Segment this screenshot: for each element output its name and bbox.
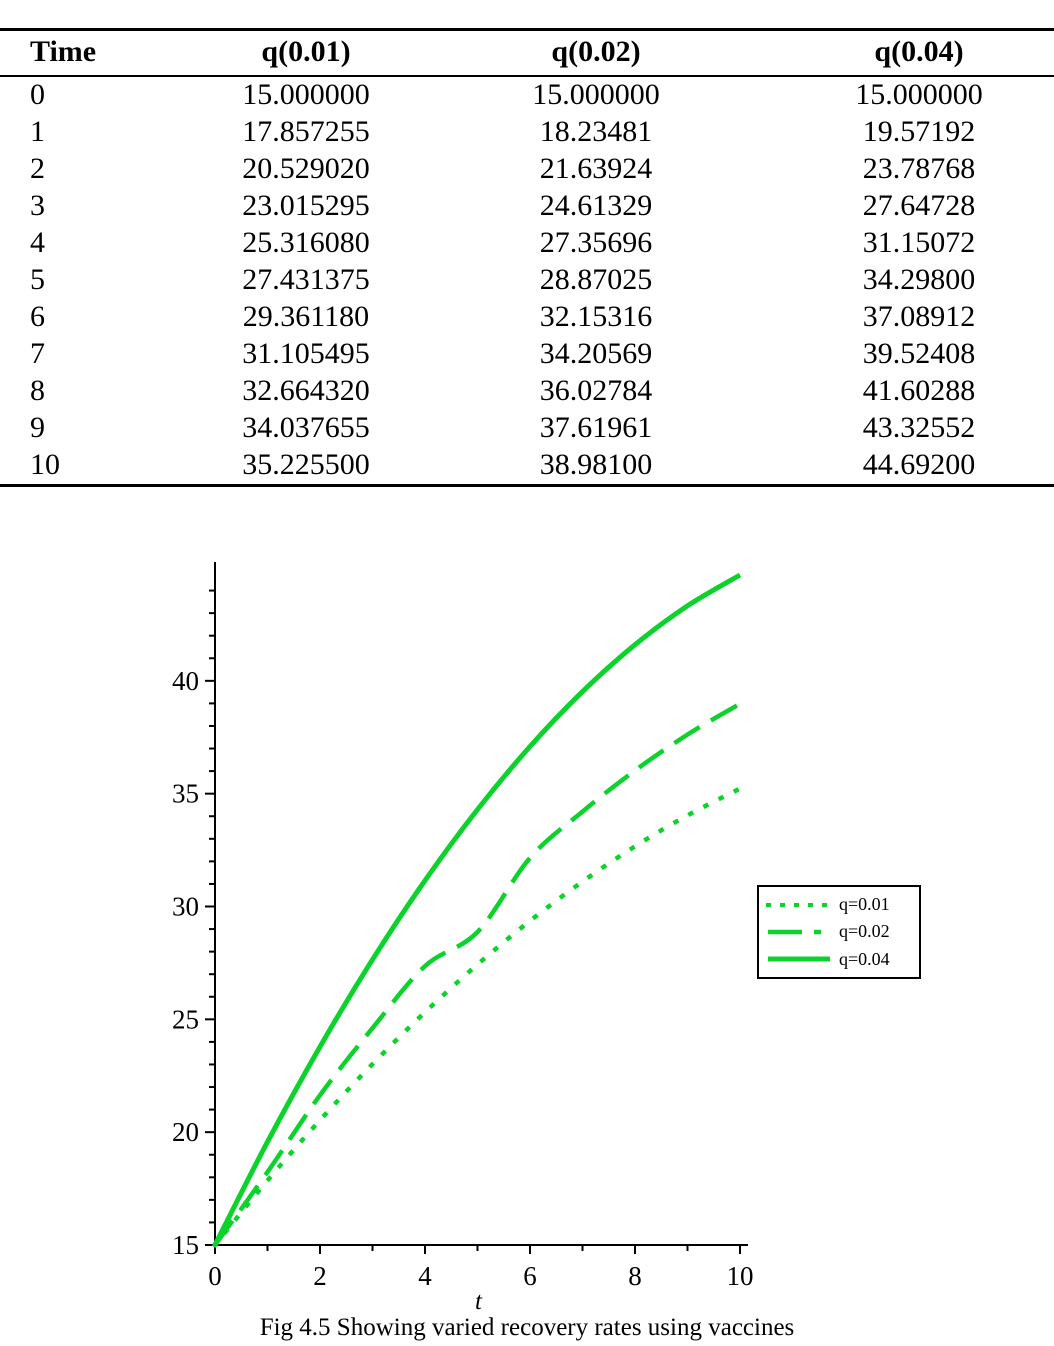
table-row: 7 31.105495 34.20569 39.52408 [0,336,1054,373]
value-cell: 17.857255 [242,115,370,148]
data-table-section: Time q(0.01) q(0.02) q(0.04) 0 15.000000 15.0… [0,28,1054,487]
value-cell: 43.32552 [862,411,976,444]
tick-labels: 0 2 4 6 8 10 15 20 25 30 35 40 [172,666,754,1291]
value-cell: 20.529020 [242,152,370,185]
svg-text:8: 8 [628,1261,642,1291]
value-cell: 37.61961 [539,411,653,444]
value-cell: 34.037655 [242,411,370,444]
value-cell: 31.105495 [242,337,370,370]
svg-text:0: 0 [208,1261,222,1291]
value-cell: 15.000000 [532,78,660,111]
time-cell: 5 [30,263,45,296]
axes [213,562,748,1246]
time-cell: 9 [30,411,45,444]
legend-item-q-0.04: q=0.04 [765,946,913,973]
table-body: 0 15.000000 15.000000 15.000000 1 17.857255 18… [0,76,1054,486]
value-cell: 32.15316 [539,300,653,333]
series-line-q-0.02 [213,701,742,1247]
x-axis-label: t [475,1288,482,1315]
value-cell: 31.15072 [862,226,976,259]
time-cell: 7 [30,337,45,370]
value-cell: 39.52408 [862,337,976,370]
value-cell: 35.225500 [242,448,370,481]
value-cell: 24.61329 [539,189,653,222]
svg-text:25: 25 [172,1004,199,1034]
svg-text:10: 10 [727,1261,754,1291]
table-row: 9 34.037655 37.61961 43.32552 [0,410,1054,447]
value-cell: 23.015295 [242,189,370,222]
legend-item-q-0.01: q=0.01 [765,891,913,918]
value-cell: 21.63924 [539,152,653,185]
dotted-line-sample [766,902,832,907]
time-cell: 0 [30,78,45,111]
table-row: 2 20.529020 21.63924 23.78768 [0,151,1054,188]
table-row: 4 25.316080 27.35696 31.15072 [0,225,1054,262]
table-row: 3 23.015295 24.61329 27.64728 [0,188,1054,225]
recovery-table: Time q(0.01) q(0.02) q(0.04) 0 15.000000 15.0… [0,28,1054,487]
time-cell: 8 [30,374,45,407]
value-cell: 29.361180 [242,300,370,333]
value-cell: 18.23481 [539,115,653,148]
svg-text:40: 40 [172,666,199,696]
value-cell: 37.08912 [862,300,976,333]
svg-text:6: 6 [523,1261,537,1291]
svg-text:35: 35 [172,779,199,809]
table-row: 6 29.361180 32.15316 37.08912 [0,299,1054,336]
legend-item-q-0.02: q=0.02 [765,918,913,945]
value-cell: 44.69200 [862,448,976,481]
column-header-q0.01: q(0.01) [140,29,472,77]
svg-text:4: 4 [418,1261,432,1291]
value-cell: 27.431375 [242,263,370,296]
value-cell: 38.98100 [539,448,653,481]
value-cell: 23.78768 [862,152,976,185]
value-cell: 19.57192 [862,115,976,148]
value-cell: 27.64728 [862,189,976,222]
dashed-line-sample [768,929,830,935]
svg-text:2: 2 [313,1261,327,1291]
chart-legend: q=0.01 q=0.02 q=0.04 [757,885,921,979]
legend-label: q=0.02 [839,921,890,942]
value-cell: 15.000000 [242,78,370,111]
legend-label: q=0.04 [839,948,890,969]
series-line-q-0.01 [211,785,744,1249]
value-cell: 41.60288 [862,374,976,407]
time-cell: 6 [30,300,45,333]
table-row: 1 17.857255 18.23481 19.57192 [0,114,1054,151]
column-header-Time: Time [0,29,140,77]
table-row: 0 15.000000 15.000000 15.000000 [0,76,1054,114]
value-cell: 36.02784 [539,374,653,407]
table-row: 5 27.431375 28.87025 34.29800 [0,262,1054,299]
tick-marks [205,589,741,1254]
value-cell: 32.664320 [242,374,370,407]
time-cell: 3 [30,189,45,222]
value-cell: 34.20569 [539,337,653,370]
value-cell: 25.316080 [242,226,370,259]
value-cell: 34.29800 [862,263,976,296]
series-line-q-0.04 [212,572,742,1247]
table-header-row: Time q(0.01) q(0.02) q(0.04) [0,29,1054,77]
figure-caption: Fig 4.5 Showing varied recovery rates us… [259,1314,795,1341]
table-row: 10 35.225500 38.98100 44.69200 [0,447,1054,486]
column-header-q0.04: q(0.04) [720,29,1054,77]
svg-text:15: 15 [172,1230,199,1260]
svg-text:30: 30 [172,892,199,922]
time-cell: 1 [30,115,45,148]
column-header-q0.02: q(0.02) [472,29,720,77]
table-row: 8 32.664320 36.02784 41.60288 [0,373,1054,410]
legend-label: q=0.01 [839,894,890,915]
value-cell: 28.87025 [539,263,653,296]
time-cell: 10 [30,448,60,481]
time-cell: 2 [30,152,45,185]
time-cell: 4 [30,226,45,259]
svg-text:20: 20 [172,1117,199,1147]
value-cell: 15.000000 [855,78,983,111]
solid-line-sample [768,956,830,962]
value-cell: 27.35696 [539,226,653,259]
